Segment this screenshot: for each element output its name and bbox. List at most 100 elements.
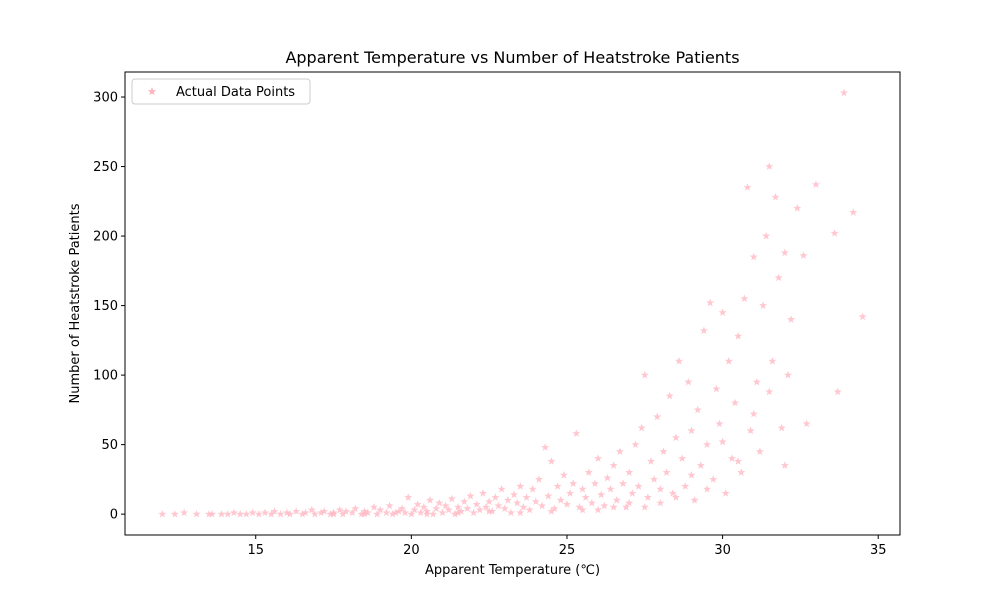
y-tick-label: 150	[93, 299, 118, 314]
data-point	[659, 447, 668, 455]
data-point	[762, 231, 771, 240]
data-point	[242, 509, 251, 518]
data-point	[662, 468, 671, 476]
data-point	[466, 491, 475, 500]
data-point	[285, 509, 294, 518]
data-point	[454, 502, 463, 511]
data-point	[534, 475, 543, 483]
data-point	[802, 419, 811, 428]
data-point	[665, 391, 674, 400]
y-tick-label: 300	[93, 91, 118, 106]
data-point	[488, 507, 497, 515]
data-point	[538, 501, 547, 510]
data-point	[472, 500, 481, 508]
x-axis-label: Apparent Temperature (℃)	[425, 563, 600, 578]
data-point	[696, 461, 705, 469]
data-point	[625, 498, 634, 507]
data-point	[765, 162, 774, 170]
data-point	[522, 493, 531, 501]
data-point	[497, 484, 506, 493]
data-point	[254, 509, 263, 518]
data-point	[360, 509, 369, 518]
y-tick-label: 250	[93, 160, 118, 175]
data-point	[217, 509, 226, 518]
data-point	[581, 493, 590, 501]
data-point	[447, 494, 456, 503]
data-point	[298, 509, 307, 518]
data-point	[553, 482, 562, 490]
data-point	[777, 423, 786, 432]
data-point	[615, 447, 624, 455]
data-point	[261, 508, 270, 517]
data-point	[382, 508, 391, 517]
data-point	[426, 496, 435, 504]
data-point	[547, 507, 556, 515]
data-point	[609, 461, 618, 469]
data-point	[510, 490, 519, 499]
data-point	[799, 251, 808, 259]
data-point	[528, 484, 537, 493]
data-point	[170, 509, 179, 518]
data-point	[506, 508, 515, 517]
data-point	[307, 505, 316, 514]
data-point	[270, 507, 279, 515]
data-point	[357, 509, 366, 518]
data-point	[668, 489, 677, 497]
data-point	[208, 509, 217, 518]
data-point	[317, 508, 326, 517]
data-point	[544, 491, 553, 500]
data-point	[441, 501, 450, 510]
y-tick-label: 0	[110, 508, 118, 523]
data-point	[572, 429, 581, 437]
data-point	[454, 508, 463, 517]
data-point	[503, 496, 512, 504]
data-point	[849, 208, 858, 216]
data-point	[625, 468, 634, 476]
data-point	[485, 497, 494, 506]
data-point	[320, 507, 329, 515]
data-point	[338, 509, 347, 518]
chart-title: Apparent Temperature vs Number of Heatst…	[285, 48, 739, 67]
data-point	[370, 502, 378, 511]
data-point	[703, 440, 712, 449]
data-point	[600, 501, 609, 510]
y-tick-label: 200	[93, 230, 118, 245]
data-point	[675, 357, 684, 365]
data-point	[578, 505, 587, 514]
data-point	[276, 509, 285, 518]
y-axis-label: Number of Heatstroke Patients	[68, 203, 83, 403]
legend-star-marker	[147, 87, 157, 96]
data-point	[475, 505, 484, 514]
data-point	[643, 493, 652, 501]
data-point	[780, 248, 789, 257]
data-point	[559, 471, 568, 479]
data-point	[858, 312, 867, 321]
data-point	[398, 504, 406, 512]
data-point	[749, 252, 758, 261]
data-point	[180, 508, 189, 517]
data-point	[494, 501, 503, 510]
data-point	[839, 88, 848, 97]
data-point	[205, 509, 214, 518]
data-point	[341, 507, 350, 515]
data-point	[444, 505, 453, 514]
data-point	[727, 454, 736, 462]
data-point	[401, 508, 410, 517]
data-point	[755, 447, 764, 455]
data-point	[500, 504, 509, 512]
data-point	[703, 484, 712, 493]
data-point	[706, 298, 715, 307]
data-point	[348, 508, 357, 517]
data-point	[793, 204, 802, 212]
data-point	[373, 509, 382, 518]
data-point	[385, 501, 394, 510]
data-point	[594, 454, 603, 462]
data-point	[351, 504, 360, 512]
data-point	[606, 484, 615, 493]
data-point	[740, 294, 749, 303]
data-point	[482, 502, 491, 511]
data-point	[737, 468, 746, 476]
data-point	[562, 500, 571, 508]
data-point	[388, 509, 397, 518]
